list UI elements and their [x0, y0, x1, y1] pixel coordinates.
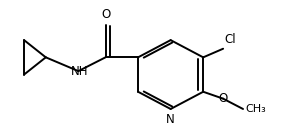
Text: NH: NH [71, 65, 88, 78]
Text: Cl: Cl [225, 33, 236, 46]
Text: N: N [166, 113, 175, 126]
Text: O: O [218, 92, 228, 105]
Text: O: O [101, 8, 110, 21]
Text: CH₃: CH₃ [246, 104, 266, 114]
